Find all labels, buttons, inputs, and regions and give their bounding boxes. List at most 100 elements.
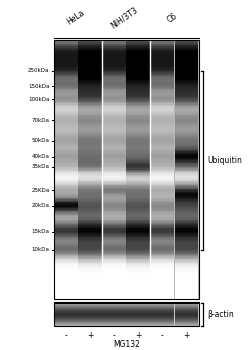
Bar [174,270,198,271]
Bar [54,145,78,146]
Bar [102,125,126,127]
Bar [78,281,102,282]
Bar [78,138,102,140]
Bar [78,280,102,281]
Bar [126,201,150,202]
Bar [54,163,78,164]
Bar [78,182,102,184]
Bar [150,125,174,127]
Bar [78,151,102,153]
Bar [78,193,102,194]
Bar [54,144,78,145]
Bar [54,181,78,182]
Bar [102,195,126,197]
Bar [102,102,126,103]
Bar [54,150,78,151]
Bar [54,101,78,102]
Bar [102,175,126,176]
Bar [150,140,174,141]
Bar [102,42,126,44]
Bar [126,110,150,111]
Bar [174,169,198,171]
Bar [78,162,102,163]
Bar [54,159,78,160]
Bar [150,155,174,156]
Bar [102,112,126,114]
Bar [102,158,126,159]
Bar [150,212,174,214]
Bar [126,286,150,287]
Bar [54,273,78,274]
Bar [102,193,126,194]
Bar [174,230,198,232]
Bar [150,57,174,58]
Bar [126,141,150,142]
Bar [126,230,150,232]
Bar [126,72,150,74]
Bar [78,62,102,63]
Bar [126,228,150,229]
Bar [102,118,126,119]
Bar [78,85,102,86]
Bar [102,286,126,287]
Bar [126,225,150,226]
Bar [150,184,174,185]
Bar [174,156,198,158]
Bar [54,247,78,248]
Bar [150,272,174,273]
Bar [102,131,126,132]
Bar [78,127,102,128]
Bar [126,222,150,223]
Bar [102,176,126,177]
Bar [54,197,78,198]
Bar [78,204,102,206]
Bar [78,237,102,238]
Text: 40kDa: 40kDa [32,154,50,159]
Bar [78,119,102,120]
Bar [126,282,150,284]
Bar [150,124,174,125]
Bar [78,171,102,172]
Bar [174,181,198,182]
Bar [54,246,78,247]
Bar [78,220,102,222]
Bar [102,295,126,296]
Bar [102,106,126,107]
Bar [78,214,102,215]
Bar [78,111,102,112]
Bar [126,128,150,129]
Bar [54,121,78,123]
Bar [54,168,78,169]
Bar [78,75,102,76]
Bar [150,71,174,72]
Bar [126,184,150,185]
Bar [174,114,198,115]
Bar [54,84,78,85]
Bar [78,229,102,230]
Bar [150,83,174,84]
Bar [150,163,174,164]
Bar [102,84,126,85]
Bar [174,294,198,295]
Bar [150,239,174,241]
Bar [102,228,126,229]
Bar [54,158,78,159]
Bar [126,173,150,175]
Bar [150,97,174,98]
Bar [54,282,78,284]
Bar [150,147,174,149]
Bar [78,141,102,142]
Bar [54,49,78,50]
Bar [174,286,198,287]
Bar [174,138,198,140]
Bar [126,134,150,136]
Bar [174,298,198,299]
Bar [54,138,78,140]
Bar [54,50,78,51]
Bar [174,63,198,64]
Bar [54,185,78,186]
Bar [126,189,150,190]
Bar [126,136,150,137]
Bar [102,145,126,146]
Bar [150,107,174,108]
